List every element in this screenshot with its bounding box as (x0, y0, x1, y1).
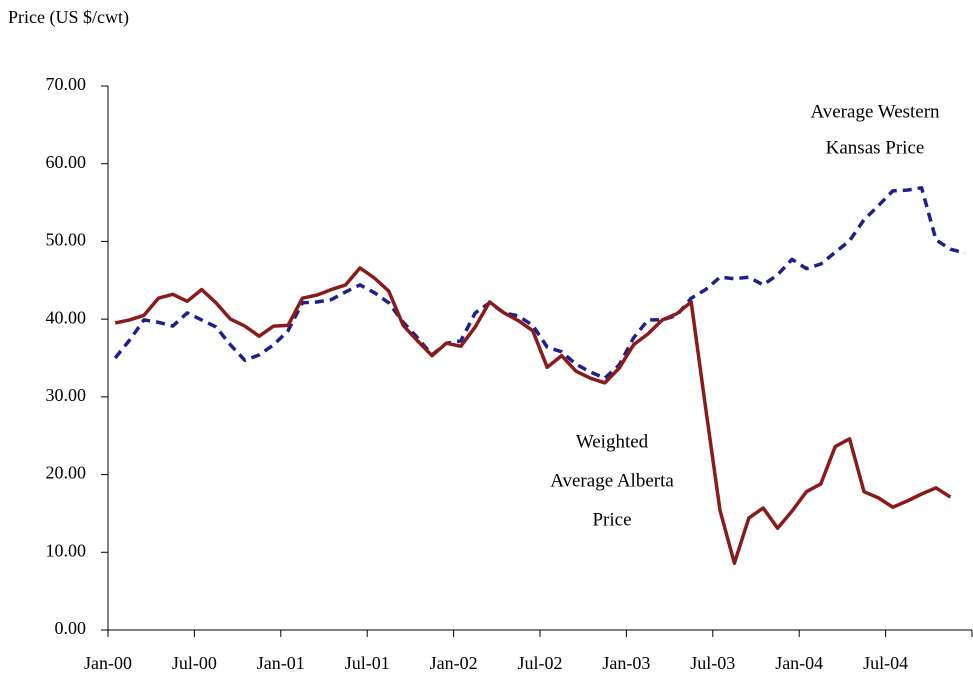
x-tick-label: Jan-03 (602, 653, 650, 673)
y-tick-label: 10.00 (46, 540, 87, 560)
y-tick-label: 0.00 (55, 618, 87, 638)
x-tick-label: Jan-01 (257, 653, 305, 673)
series-line (114, 266, 952, 565)
series-line (113, 186, 966, 380)
annotation: Average Alberta (550, 470, 674, 491)
annotation: Weighted (576, 431, 649, 452)
x-tick-label: Jul-03 (690, 653, 735, 673)
y-tick-label: 30.00 (46, 385, 87, 405)
x-tick-label: Jan-02 (430, 653, 478, 673)
y-axis-label: Price (US $/cwt) (8, 7, 129, 28)
x-tick-label: Jul-02 (518, 653, 563, 673)
annotation: Average Western (810, 101, 940, 122)
y-tick-label: 20.00 (46, 463, 87, 483)
y-tick-label: 70.00 (46, 74, 87, 94)
x-tick-label: Jul-04 (863, 653, 908, 673)
x-tick-label: Jul-01 (345, 653, 390, 673)
annotation: Price (592, 509, 631, 530)
annotation: Kansas Price (826, 137, 925, 158)
y-tick-label: 60.00 (46, 152, 87, 172)
x-tick-label: Jan-00 (84, 653, 132, 673)
y-tick-label: 40.00 (46, 307, 87, 327)
x-tick-label: Jan-04 (775, 653, 823, 673)
x-tick-label: Jul-00 (172, 653, 217, 673)
y-tick-label: 50.00 (46, 230, 87, 250)
